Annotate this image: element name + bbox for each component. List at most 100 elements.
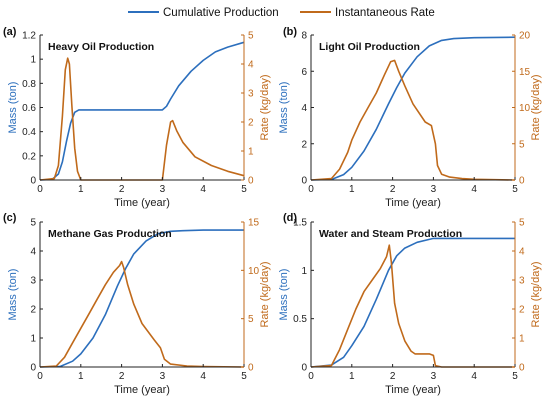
panel-title: Methane Gas Production — [48, 228, 172, 240]
x-tick-label: 0 — [308, 184, 314, 195]
x-tick-label: 5 — [512, 371, 518, 382]
right-y-tick-label: 5 — [519, 218, 525, 229]
left-y-tick-label: 4 — [301, 103, 307, 114]
right-y-tick-label: 4 — [248, 60, 254, 71]
cumulative-production-line — [310, 237, 515, 368]
cumulative-production-line — [39, 229, 244, 368]
instantaneous-rate-line — [310, 59, 516, 181]
right-y-tick-label: 0 — [248, 363, 254, 374]
right-y-tick-label: 3 — [519, 276, 525, 287]
left-y-tick-label: 8 — [301, 31, 307, 42]
x-tick-label: 5 — [241, 184, 247, 195]
x-tick-label: 4 — [471, 184, 477, 195]
x-tick-label: 2 — [390, 184, 396, 195]
right-y-axis-title: Rate (kg/day) — [259, 74, 271, 140]
right-y-tick-label: 0 — [519, 176, 525, 187]
left-y-tick-label: 5 — [30, 218, 36, 229]
left-y-tick-label: 6 — [301, 67, 307, 78]
right-y-tick-label: 5 — [248, 314, 254, 325]
left-y-tick-label: 0 — [30, 363, 36, 374]
panel-letter: (d) — [283, 212, 297, 224]
x-tick-label: 1 — [349, 371, 355, 382]
x-tick-label: 4 — [200, 184, 206, 195]
panel-letter: (a) — [3, 26, 17, 38]
right-y-tick-label: 4 — [519, 247, 525, 258]
legend: Cumulative Production Instantaneous Rate — [128, 7, 435, 19]
x-tick-label: 4 — [471, 371, 477, 382]
right-y-tick-label: 1 — [519, 334, 525, 345]
left-y-tick-label: 1.5 — [293, 218, 307, 229]
left-y-tick-label: 0 — [30, 176, 36, 187]
right-y-axis-title: Rate (kg/day) — [530, 261, 542, 327]
right-y-tick-label: 5 — [248, 31, 254, 42]
left-y-tick-label: 0.8 — [22, 79, 36, 90]
x-axis-title: Time (year) — [114, 197, 170, 209]
left-y-tick-label: 0 — [301, 363, 307, 374]
x-axis-title: Time (year) — [385, 384, 441, 396]
panel-title: Heavy Oil Production — [48, 41, 154, 53]
x-tick-label: 0 — [37, 184, 43, 195]
panel-letter: (b) — [283, 26, 297, 38]
legend-label-cumulative: Cumulative Production — [163, 7, 279, 19]
left-y-tick-label: 1 — [30, 334, 36, 345]
right-y-axis-title: Rate (kg/day) — [530, 74, 542, 140]
panel-letter: (c) — [3, 212, 17, 224]
cumulative-production-line — [39, 41, 245, 181]
right-y-tick-label: 0 — [248, 176, 254, 187]
left-y-tick-label: 0.4 — [22, 127, 36, 138]
right-y-tick-label: 2 — [248, 118, 254, 129]
x-tick-label: 5 — [512, 184, 518, 195]
x-tick-label: 0 — [308, 371, 314, 382]
x-tick-label: 5 — [241, 371, 247, 382]
instantaneous-rate-line — [39, 260, 245, 368]
cumulative-production-line — [310, 36, 516, 181]
right-y-tick-label: 15 — [248, 218, 260, 229]
right-y-tick-label: 2 — [519, 305, 525, 316]
left-y-tick-label: 2 — [301, 139, 307, 150]
instantaneous-rate-line — [39, 57, 245, 181]
x-axis-title: Time (year) — [114, 384, 170, 396]
x-tick-label: 3 — [431, 184, 437, 195]
instantaneous-rate-line — [310, 244, 515, 368]
left-y-axis-title: Mass (ton) — [278, 269, 290, 321]
left-y-tick-label: 0 — [301, 176, 307, 187]
panel-title: Light Oil Production — [319, 41, 420, 53]
x-tick-label: 1 — [349, 184, 355, 195]
right-y-axis-title: Rate (kg/day) — [259, 261, 271, 327]
left-y-tick-label: 1 — [30, 55, 36, 66]
x-tick-label: 3 — [160, 184, 166, 195]
right-y-tick-label: 20 — [519, 31, 531, 42]
x-tick-label: 4 — [200, 371, 206, 382]
right-y-tick-label: 15 — [519, 67, 531, 78]
left-y-axis-title: Mass (ton) — [7, 82, 19, 134]
x-tick-label: 2 — [390, 371, 396, 382]
right-y-tick-label: 3 — [248, 89, 254, 100]
x-tick-label: 1 — [78, 184, 84, 195]
left-y-tick-label: 1.2 — [22, 31, 36, 42]
legend-label-rate: Instantaneous Rate — [335, 7, 435, 19]
right-y-tick-label: 5 — [519, 139, 525, 150]
right-y-tick-label: 1 — [248, 147, 254, 158]
left-y-tick-label: 2 — [30, 305, 36, 316]
right-y-tick-label: 10 — [248, 266, 260, 277]
x-tick-label: 2 — [119, 371, 125, 382]
x-tick-label: 3 — [431, 371, 437, 382]
x-tick-label: 2 — [119, 184, 125, 195]
left-y-tick-label: 3 — [30, 276, 36, 287]
left-y-tick-label: 4 — [30, 247, 36, 258]
left-y-tick-label: 0.6 — [22, 103, 36, 114]
left-y-tick-label: 1 — [301, 266, 307, 277]
x-tick-label: 1 — [78, 371, 84, 382]
x-tick-label: 0 — [37, 371, 43, 382]
right-y-tick-label: 10 — [519, 103, 531, 114]
x-tick-label: 3 — [160, 371, 166, 382]
left-y-tick-label: 0.5 — [293, 314, 307, 325]
panel-title: Water and Steam Production — [319, 228, 462, 240]
right-y-tick-label: 0 — [519, 363, 525, 374]
